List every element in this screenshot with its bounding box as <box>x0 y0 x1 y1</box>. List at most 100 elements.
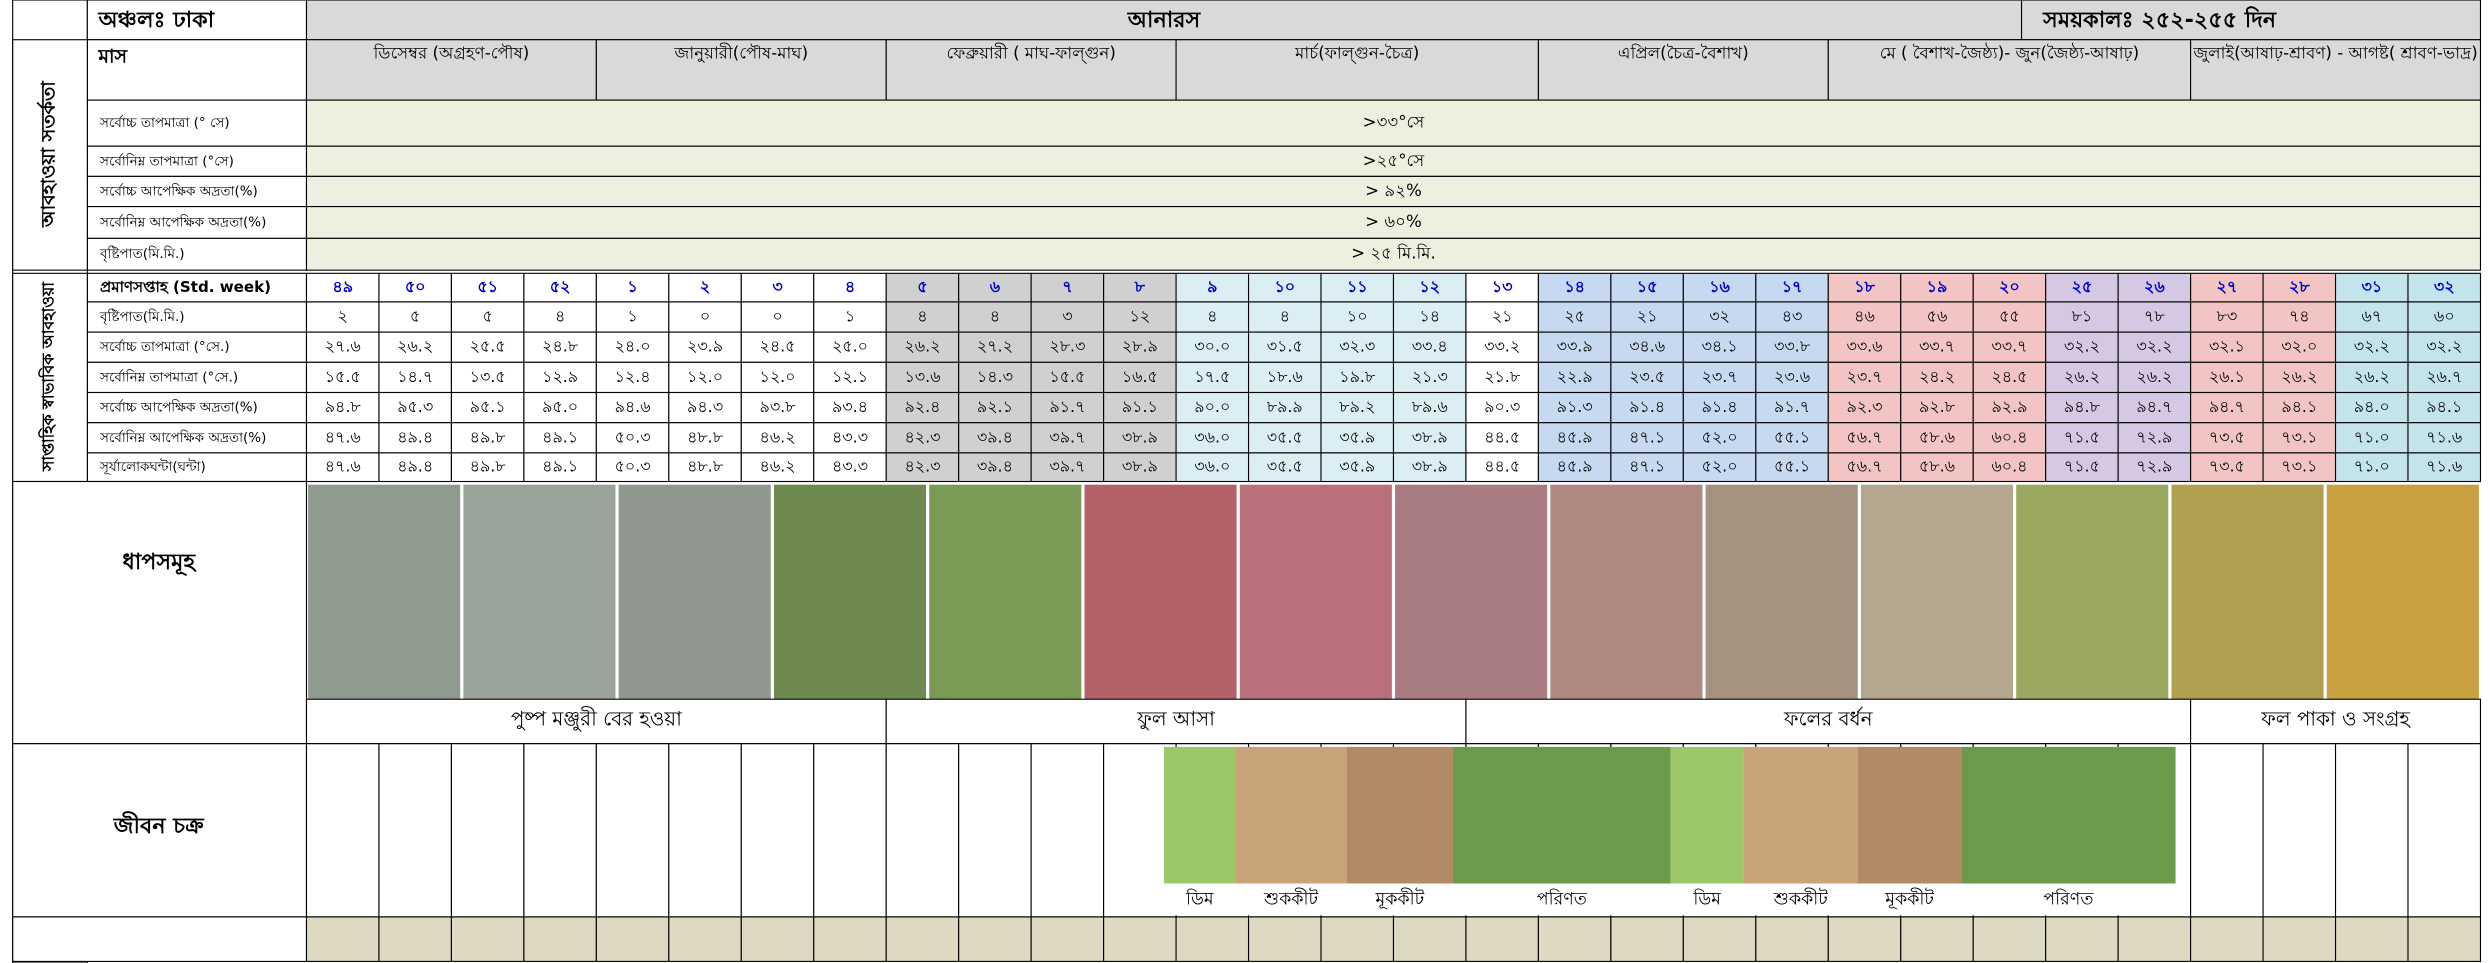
weekly-value: ৩২.০ <box>2281 337 2317 356</box>
cell <box>1103 331 1177 363</box>
std-week: ৩ <box>772 277 783 296</box>
weekly-value: ৫২.০ <box>1702 427 1738 446</box>
cell <box>2407 301 2482 333</box>
cell <box>1537 39 1829 101</box>
weekly-value: ৪৮.৮ <box>687 427 724 446</box>
cell <box>2262 301 2337 333</box>
cell <box>813 743 887 918</box>
cell <box>1320 272 1395 303</box>
cell <box>1103 422 1177 454</box>
month: ফেব্রুয়ারী ( মাঘ-ফাল্গুন) <box>946 43 1115 64</box>
weekly-value: ৯২.৪ <box>904 397 940 416</box>
photo <box>1550 484 1703 700</box>
weekly-value: ৯০.০ <box>1194 397 1230 416</box>
stage-label: ফল পাকা ও সংগ্রহ <box>2260 707 2411 730</box>
cell <box>12 743 308 918</box>
weekly-value: ৭৪ <box>2289 307 2310 326</box>
weekly-value: ৯১.৭ <box>1774 397 1810 416</box>
section-title: সাপ্তাহিক স্বাভাবিক আবহাওয়া <box>38 281 58 472</box>
std-week: ২ <box>700 277 710 296</box>
cell <box>740 422 815 454</box>
weekly-value: ৪৭.৬ <box>325 457 361 476</box>
cell <box>1392 301 1467 333</box>
weekly-value: ৪৯.৮ <box>470 457 507 476</box>
weekly-value: ৪ <box>555 307 565 326</box>
stage-title: ধাপসমূহ <box>122 549 197 576</box>
weekly-value: ২৬.২ <box>2281 367 2317 386</box>
cell <box>1972 916 2047 962</box>
weekly-value: ২৮.৩ <box>1049 337 1085 356</box>
cell <box>958 916 1032 962</box>
weekly-label: প্রমাণসপ্তাহ (Std. week) <box>100 278 271 296</box>
std-week: ৩২ <box>2434 277 2455 296</box>
weekly-value: ৪৭.১ <box>1629 427 1665 446</box>
weekly-value: ২৩.৯ <box>687 337 723 356</box>
cell <box>1247 272 1322 303</box>
cell <box>12 39 88 271</box>
life-photo <box>1857 746 1962 884</box>
cell <box>1755 361 1829 394</box>
weekly-value: ৪৫.৯ <box>1557 457 1593 476</box>
cell <box>1610 272 1684 303</box>
weekly-value: ৩২.২ <box>2064 337 2100 356</box>
cell <box>885 452 960 483</box>
cell <box>2190 39 2482 101</box>
cell <box>86 331 308 363</box>
cell <box>595 916 670 962</box>
crop: আনারস <box>1127 7 1202 33</box>
life-label-bg <box>1743 883 1858 916</box>
weekly-value: ২৩.৫ <box>1629 367 1665 386</box>
weekly-value: ৬০.৪ <box>1991 457 2027 476</box>
cell <box>1537 391 1612 424</box>
weekly-value: ৩৩.৯ <box>1557 337 1593 356</box>
life-label-bg <box>1164 883 1236 916</box>
weekly-value: ৩৯.৪ <box>977 427 1013 446</box>
weekly-value: ৭২.৯ <box>2136 427 2172 446</box>
alert-label: সর্বোচ্চ আপেক্ষিক অদ্রতা(%) <box>99 182 258 199</box>
cell <box>2334 452 2409 483</box>
weekly-value: ৩৯.৪ <box>977 457 1013 476</box>
weekly-value: ৫৬ <box>1927 307 1948 326</box>
cell <box>2407 743 2482 918</box>
weekly-value: ৩০.০ <box>1194 337 1230 356</box>
std-week: ২৬ <box>2144 277 2165 296</box>
weekly-value: ৯৩.৪ <box>832 397 868 416</box>
cell <box>305 391 380 424</box>
weekly-value: ৯১.৪ <box>1702 397 1738 416</box>
cell <box>668 743 742 918</box>
cell <box>1320 452 1395 483</box>
weekly-value: ৪ <box>1207 307 1217 326</box>
weekly-value: ৭৩.৫ <box>2209 427 2245 446</box>
alert-value: >২৫°সে <box>1363 151 1426 170</box>
cell <box>885 39 1177 101</box>
weekly-value: ৯৪.৭ <box>2209 397 2245 416</box>
weekly-value: ১২.১ <box>832 367 868 386</box>
weekly-value: ৬০ <box>2434 307 2455 326</box>
cell <box>523 916 597 962</box>
cell <box>378 743 452 918</box>
weekly-value: ৫ <box>410 307 420 326</box>
cell <box>1030 916 1105 962</box>
weekly-value: ৬৭ <box>2361 307 2382 326</box>
cell <box>595 743 670 918</box>
cell <box>813 301 887 333</box>
cell <box>450 743 525 918</box>
cell <box>1682 916 1757 962</box>
cell <box>86 391 308 424</box>
cell <box>86 301 308 333</box>
cell <box>1465 422 1539 454</box>
weekly-value: ২৬.১ <box>2209 367 2245 386</box>
month: জানুয়ারী(পৌষ-মাঘ) <box>673 43 808 63</box>
cell <box>1103 743 1177 918</box>
cell <box>885 698 1467 745</box>
life-label: ডিম <box>1185 888 1214 909</box>
weekly-value: ৩৩.৭ <box>1991 337 2027 356</box>
weekly-value: ৩৮.৯ <box>1122 457 1158 476</box>
cell <box>813 916 887 962</box>
weekly-value: ৩৩.৮ <box>1774 337 1811 356</box>
weekly-value: ২৬.২ <box>904 337 940 356</box>
weekly-value: ৪ <box>990 307 1000 326</box>
cell <box>2262 452 2337 483</box>
alert-label: সর্বোনিম্ন তাপমাত্রা (°সে) <box>99 152 234 169</box>
weekly-value: ৪৯.৪ <box>397 427 433 446</box>
